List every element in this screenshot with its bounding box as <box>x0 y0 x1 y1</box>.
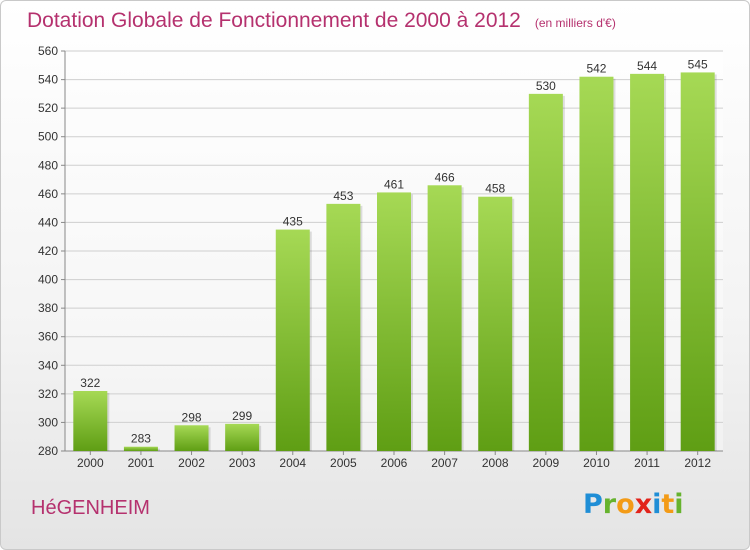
x-tick-label-2006: 2006 <box>381 456 408 470</box>
bar-2000 <box>73 391 108 451</box>
bar-2007 <box>427 185 462 452</box>
proxiti-logo[interactable]: Proxiti <box>583 489 684 520</box>
commune-name: HéGENHEIM <box>31 497 150 519</box>
x-tick-label-2009: 2009 <box>532 456 559 470</box>
x-tick-label-2002: 2002 <box>178 456 205 470</box>
bar-2005 <box>326 203 361 451</box>
y-tick-label: 560 <box>38 44 58 58</box>
bar-2004 <box>275 229 310 451</box>
title-row: Dotation Globale de Fonctionnement de 20… <box>27 9 616 33</box>
x-tick-label-2012: 2012 <box>684 456 711 470</box>
bar-2001 <box>123 446 158 451</box>
y-tick-label: 280 <box>38 444 58 458</box>
bar-2011 <box>630 73 665 451</box>
x-tick-label-2003: 2003 <box>229 456 256 470</box>
chart-subtitle: (en milliers d'€) <box>534 16 616 30</box>
y-tick-label: 400 <box>38 273 58 287</box>
logo-letter-x: x <box>634 489 653 520</box>
x-tick-label-2008: 2008 <box>482 456 509 470</box>
bar-2002 <box>174 425 209 451</box>
y-tick-label: 300 <box>38 415 58 429</box>
bar-2009 <box>528 93 563 451</box>
y-tick-label: 500 <box>38 130 58 144</box>
y-tick-label: 480 <box>38 158 58 172</box>
bar-2008 <box>478 196 513 451</box>
y-tick-label: 520 <box>38 101 58 115</box>
value-label-2011: 544 <box>637 59 657 73</box>
x-tick-label-2001: 2001 <box>128 456 155 470</box>
value-label-2000: 322 <box>80 376 100 390</box>
y-tick-label: 420 <box>38 244 58 258</box>
value-label-2004: 435 <box>283 215 303 229</box>
x-tick-label-2004: 2004 <box>279 456 306 470</box>
y-tick-label: 360 <box>38 330 58 344</box>
logo-letter-i: i <box>652 489 662 520</box>
bar-2012 <box>680 72 715 451</box>
logo-letter-i2: i <box>674 489 684 520</box>
bar-2003 <box>225 423 260 451</box>
y-tick-label: 380 <box>38 301 58 315</box>
chart-title: Dotation Globale de Fonctionnement de 20… <box>27 9 521 32</box>
x-tick-label-2005: 2005 <box>330 456 357 470</box>
value-label-2010: 542 <box>586 62 606 76</box>
value-label-2012: 545 <box>688 57 708 71</box>
value-label-2009: 530 <box>536 79 556 93</box>
value-label-2001: 283 <box>131 432 151 446</box>
x-tick-label-2000: 2000 <box>77 456 104 470</box>
logo-letter-t: t <box>661 489 675 520</box>
y-tick-label: 540 <box>38 73 58 87</box>
x-tick-label-2011: 2011 <box>634 456 660 470</box>
bar-2010 <box>579 76 614 451</box>
value-label-2006: 461 <box>384 177 404 191</box>
y-tick-label: 340 <box>38 358 58 372</box>
y-tick-label: 440 <box>38 215 58 229</box>
bar-2006 <box>377 192 411 451</box>
x-tick-label-2007: 2007 <box>431 456 458 470</box>
value-label-2003: 299 <box>232 409 252 423</box>
logo-letter-p: P <box>583 489 603 520</box>
value-label-2005: 453 <box>333 189 353 203</box>
y-tick-label: 320 <box>38 387 58 401</box>
logo-letter-o: o <box>616 489 635 520</box>
value-label-2007: 466 <box>435 170 455 184</box>
value-label-2002: 298 <box>182 410 202 424</box>
value-label-2008: 458 <box>485 182 505 196</box>
x-tick-label-2010: 2010 <box>583 456 610 470</box>
logo-letter-r: r <box>602 489 617 520</box>
y-tick-label: 460 <box>38 187 58 201</box>
